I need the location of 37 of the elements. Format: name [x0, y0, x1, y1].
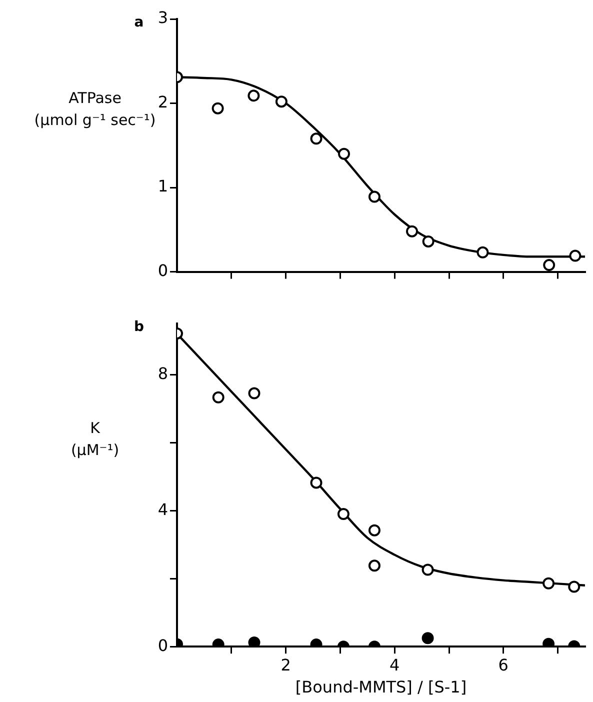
point	[310, 476, 322, 489]
x-axis-title: [Bound-MMTS] / [S-1]	[295, 678, 467, 697]
point	[212, 102, 224, 114]
y-tick-label: 3	[158, 8, 168, 28]
point	[275, 96, 288, 108]
point	[212, 391, 224, 404]
point	[542, 638, 555, 647]
y-tick-label: 4	[158, 500, 168, 519]
point	[248, 636, 260, 647]
point	[542, 577, 555, 590]
point	[368, 524, 380, 536]
point	[476, 246, 489, 258]
point	[368, 560, 380, 572]
point	[569, 250, 582, 262]
y-tick-label: 0	[158, 260, 168, 280]
y-axis-title: ATPase (µmol g⁻¹ sec⁻¹)	[34, 88, 156, 129]
y-tick-label: 8	[158, 364, 168, 383]
y-axis-title: K (µM⁻¹)	[70, 418, 120, 459]
text: b	[134, 319, 144, 336]
point	[568, 580, 580, 593]
text: a	[134, 14, 144, 31]
y-tick-label: 2	[158, 92, 168, 112]
point	[248, 387, 260, 400]
point	[338, 148, 350, 160]
y-tick-label: 0	[158, 636, 168, 655]
point	[310, 132, 322, 145]
point	[406, 225, 418, 238]
point	[368, 190, 380, 203]
y-tick-label: 1	[158, 176, 168, 196]
x-tick-label: 2	[280, 655, 291, 674]
point	[337, 508, 350, 520]
point	[543, 259, 556, 272]
x-tick-label: 6	[498, 655, 508, 674]
x-tick-label: 4	[390, 655, 400, 674]
point	[248, 90, 260, 102]
point	[422, 235, 434, 248]
point	[422, 564, 434, 576]
